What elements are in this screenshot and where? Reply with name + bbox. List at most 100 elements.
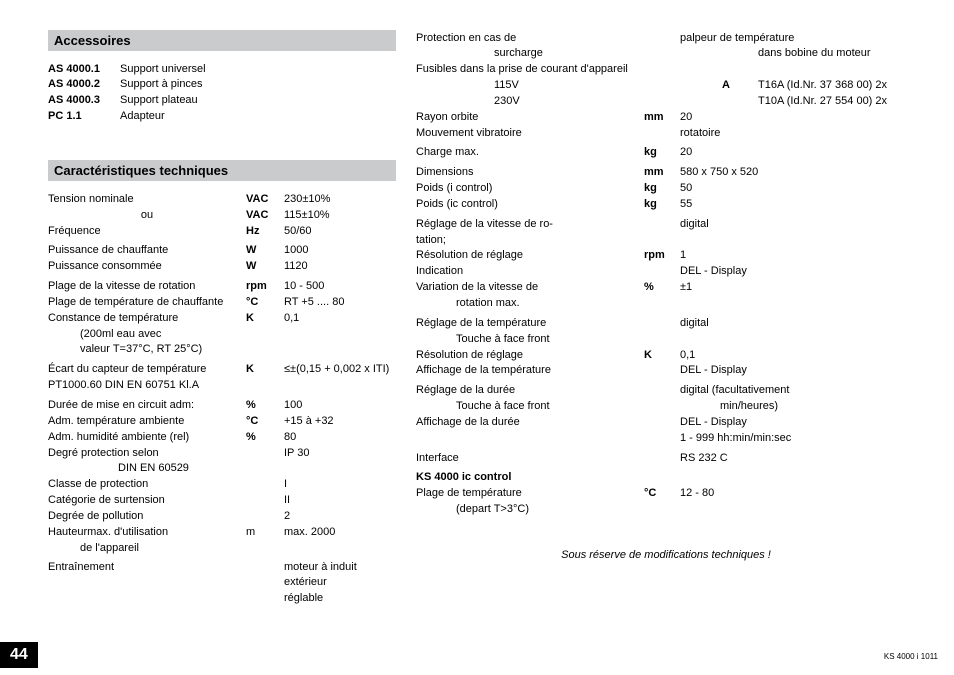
spec-label: Durée de mise en circuit adm: [48,398,246,413]
spec-unit: Hz [246,224,284,239]
spec-row: Poids (ic control)kg55 [416,196,916,212]
spec-value: 0,1 [284,311,396,326]
spec-row: surchargedans bobine du moteur [416,46,916,62]
spec-unit: kg [644,197,680,212]
accessory-desc: Support à pinces [120,77,396,92]
spec-value: 1120 [284,259,396,274]
spec-row: Adm. température ambiente°C+15 à +32 [48,413,396,429]
spec-row: Durée de mise en circuit adm:%100 [48,398,396,414]
spec-label: Réglage de la vitesse de ro- [416,217,644,232]
spec-label: Adm. humidité ambiente (rel) [48,430,246,445]
spec-label: Fréquence [48,224,246,239]
spec-label: Puissance de chauffante [48,243,246,258]
spec-row: InterfaceRS 232 C [416,450,916,466]
spec-row: Écart du capteur de températureK≤±(0,15 … [48,362,396,378]
spec-row: Résolution de réglagerpm1 [416,248,916,264]
spec-unit: % [246,398,284,413]
spec-value: 20 [680,145,916,160]
right-column: Protection en cas depalpeur de températu… [416,30,916,561]
spec-value: réglable [284,591,396,606]
spec-row: 230VT10A (Id.Nr. 27 554 00) 2x [416,93,916,109]
spec-label: Tension nominale [48,192,246,207]
spec-label: rotation max. [416,296,684,311]
accessory-code: PC 1.1 [48,109,120,124]
spec-unit: °C [246,295,284,310]
spec-label: Plage de la vitesse de rotation [48,279,246,294]
accessory-row: AS 4000.3Support plateau [48,93,396,109]
spec-label: Écart du capteur de température [48,362,246,377]
accessory-desc: Adapteur [120,109,396,124]
spec-row: Puissance de chauffanteW1000 [48,243,396,259]
spec-unit: W [246,243,284,258]
spec-value: rotatoire [680,126,916,141]
accessory-code: AS 4000.1 [48,62,120,77]
spec-unit: VAC [246,208,284,223]
spec-value: 12 - 80 [680,486,916,501]
spec-label: DIN EN 60529 [48,461,316,476]
spec-row: Poids (i control)kg50 [416,181,916,197]
spec-label: Affichage de la température [416,363,644,378]
spec-label: Constance de température [48,311,246,326]
spec-label: Variation de la vitesse de [416,280,644,295]
spec-label: Entraînement [48,560,246,575]
spec-value: DEL - Display [680,415,916,430]
spec-unit: K [246,311,284,326]
spec-label: Mouvement vibratoire [416,126,644,141]
spec-row: Rayon orbitemm20 [416,109,916,125]
spec-row: Réglage de la température digital [416,315,916,331]
spec-value: 50/60 [284,224,396,239]
spec-value: +15 à +32 [284,414,396,429]
spec-label: Protection en cas de [416,31,644,46]
spec-value: digital [680,316,916,331]
spec-label: Puissance consommée [48,259,246,274]
spec-row: Degré protection selonIP 30 [48,445,396,461]
spec-row: Résolution de réglageK0,1 [416,347,916,363]
accessories-header: Accessoires [48,30,396,51]
spec-label: Résolution de réglage [416,348,644,363]
spec-row: Dimensionsmm580 x 750 x 520 [416,165,916,181]
spec-row: Tension nominaleVAC230±10% [48,191,396,207]
spec-label: Affichage de la durée [416,415,644,430]
spec-row: Adm. humidité ambiente (rel)%80 [48,429,396,445]
spec-row: Plage de température°C12 - 80 [416,486,916,502]
spec-label: PT1000.60 DIN EN 60751 Kl.A [48,378,246,393]
spec-label: (200ml eau avec [48,327,278,342]
accessory-code: AS 4000.2 [48,77,120,92]
spec-row: Plage de température de chauffante°CRT +… [48,294,396,310]
left-column: Accessoires AS 4000.1Support universelAS… [48,30,396,606]
page: Accessoires AS 4000.1Support universelAS… [0,0,954,675]
spec-row: KS 4000 ic control [416,470,916,486]
spec-row: Protection en cas depalpeur de températu… [416,30,916,46]
spec-value: ≤±(0,15 + 0,002 x ITI) [284,362,396,377]
spec-unit: kg [644,181,680,196]
spec-unit: % [644,280,680,295]
spec-value: 80 [284,430,396,445]
spec-label: KS 4000 ic control [416,470,644,485]
accessory-code: AS 4000.3 [48,93,120,108]
spec-value: 0,1 [680,348,916,363]
spec-row: Affichage de la températureDEL - Display [416,363,916,379]
spec-row: Degrée de pollution2 [48,508,396,524]
spec-value: 580 x 750 x 520 [680,165,916,180]
footnote: Sous réserve de modifications techniques… [416,549,916,561]
spec-row: rotation max. [416,296,916,312]
spec-unit: mm [644,110,680,125]
spec-value: 50 [680,181,916,196]
spec-unit: W [246,259,284,274]
spec-value: 1 - 999 hh:min/min:sec [680,431,916,446]
spec-label: Réglage de la durée [416,383,644,398]
accessory-row: AS 4000.2Support à pinces [48,77,396,93]
right-specs-list: Protection en cas depalpeur de températu… [416,30,916,517]
spec-label: Degré protection selon [48,446,246,461]
spec-value: digital [680,217,916,232]
spec-row: Constance de températureK0,1 [48,310,396,326]
spec-unit: rpm [246,279,284,294]
spec-unit: A [722,78,758,93]
spec-label: Réglage de la température [416,316,644,331]
accessory-desc: Support plateau [120,93,396,108]
spec-value: digital (facultativement [680,383,916,398]
spec-unit: % [246,430,284,445]
spec-row: de l'appareil [48,540,396,556]
spec-label: Dimensions [416,165,644,180]
spec-unit: kg [644,145,680,160]
